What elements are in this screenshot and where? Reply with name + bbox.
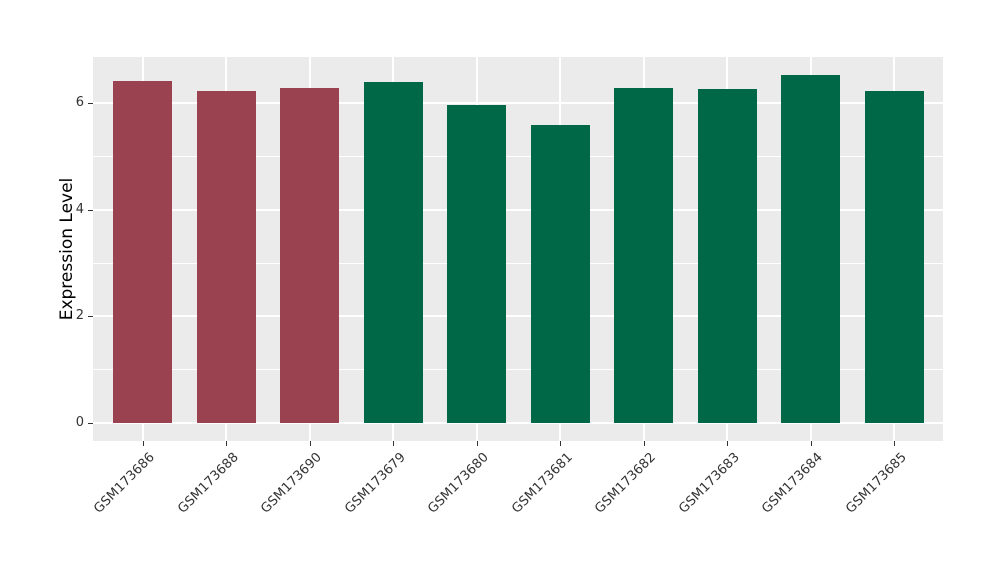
x-tick-label: GSM173680 [425,450,493,517]
y-tick-mark [88,316,93,318]
bar-GSM173688 [196,91,256,423]
x-tick-mark [142,441,144,446]
major-gridline [93,208,943,211]
x-tick-label: GSM173683 [676,450,743,517]
minor-gridline [93,156,943,157]
plot-panel [93,57,943,441]
y-tick-mark [88,209,93,211]
x-tick-mark [894,441,895,446]
bar-GSM173679 [363,81,423,423]
x-tick-label: GSM173682 [592,450,660,517]
major-gridline [93,315,943,318]
y-tick-mark [88,103,93,105]
x-tick-label: GSM173685 [843,450,910,517]
bar-GSM173682 [614,87,673,423]
bar-GSM173681 [530,124,590,423]
bar-GSM173683 [697,89,757,423]
bar-GSM173685 [864,91,924,423]
x-tick-label: GSM173679 [342,450,409,517]
y-axis-title: Expression Level [57,177,77,321]
major-gridline [93,422,943,424]
x-tick-label: GSM173688 [175,450,242,517]
x-tick-label: GSM173686 [91,450,159,517]
minor-gridline [93,262,943,264]
bar-GSM173690 [280,87,339,423]
x-tick-mark [309,441,311,446]
x-tick-mark [810,441,812,446]
bar-GSM173686 [113,80,172,423]
x-tick-mark [476,441,478,446]
major-gridline [93,102,943,105]
x-tick-mark [560,441,561,446]
y-tick-label: 2 [75,308,84,324]
x-tick-label: GSM173681 [509,450,576,517]
y-tick-label: 4 [75,201,84,217]
x-tick-mark [643,441,645,446]
x-tick-mark [727,441,728,446]
x-tick-label: GSM173690 [258,450,326,517]
bar-GSM173684 [781,74,840,423]
y-tick-label: 0 [75,415,84,430]
x-tick-mark [393,441,394,446]
x-tick-mark [226,441,227,446]
y-tick-label: 6 [75,95,84,111]
minor-gridline [93,369,943,371]
y-tick-mark [88,423,93,424]
bar-GSM173680 [447,104,506,423]
x-tick-label: GSM173684 [759,450,827,517]
